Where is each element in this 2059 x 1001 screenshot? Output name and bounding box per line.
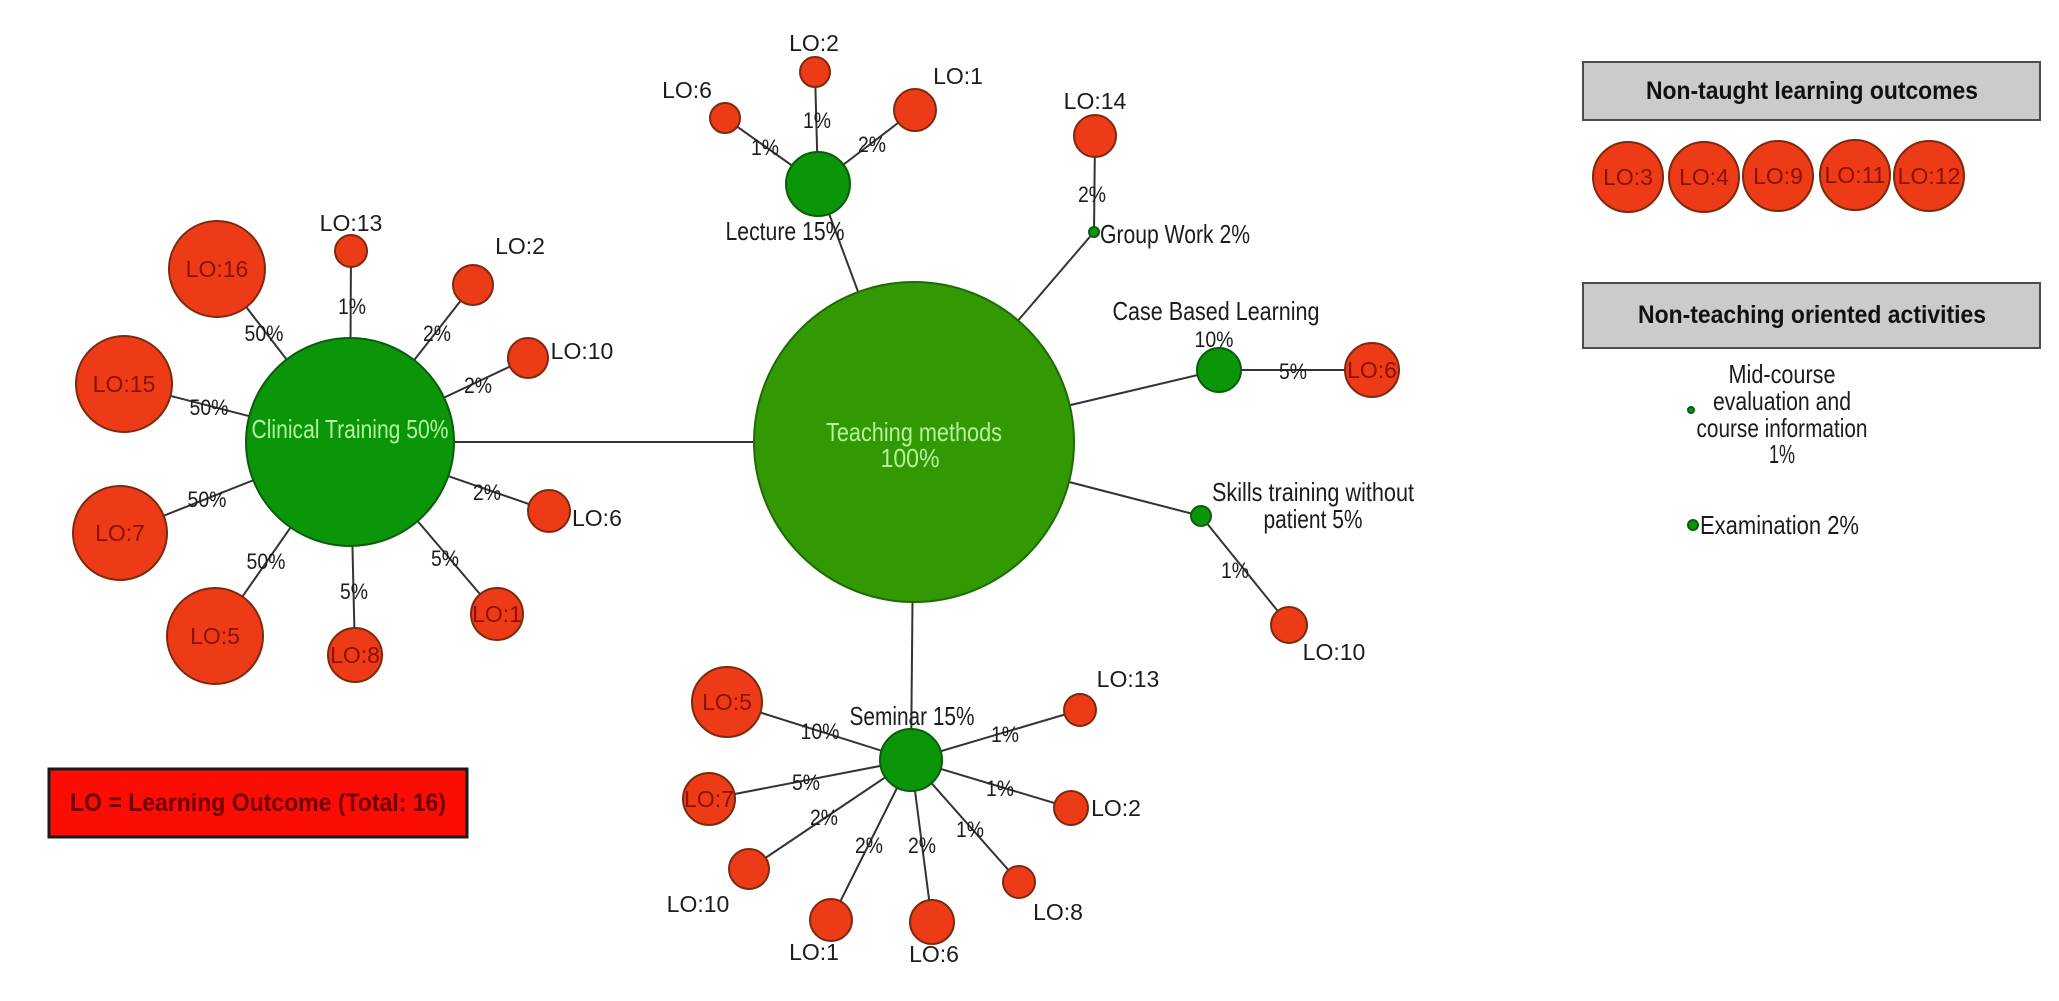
svg-text:2%: 2% bbox=[810, 805, 838, 830]
svg-text:100%: 100% bbox=[881, 443, 940, 473]
svg-text:1%: 1% bbox=[803, 108, 831, 133]
svg-text:Lecture 15%: Lecture 15% bbox=[726, 216, 845, 246]
svg-text:LO:10: LO:10 bbox=[551, 338, 614, 364]
svg-text:50%: 50% bbox=[190, 395, 229, 420]
svg-text:LO:15: LO:15 bbox=[93, 371, 156, 397]
svg-text:Mid-course: Mid-course bbox=[1729, 359, 1836, 389]
svg-text:LO:1: LO:1 bbox=[933, 63, 983, 89]
svg-text:LO:3: LO:3 bbox=[1603, 164, 1653, 190]
svg-text:5%: 5% bbox=[792, 770, 820, 795]
svg-text:Clinical Training 50%: Clinical Training 50% bbox=[252, 414, 449, 444]
svg-text:1%: 1% bbox=[986, 776, 1014, 801]
svg-text:50%: 50% bbox=[188, 487, 227, 512]
svg-text:LO:1: LO:1 bbox=[789, 939, 839, 965]
svg-text:LO:10: LO:10 bbox=[667, 891, 730, 917]
svg-text:LO:6: LO:6 bbox=[1347, 357, 1397, 383]
svg-text:LO:2: LO:2 bbox=[1091, 795, 1141, 821]
svg-text:10%: 10% bbox=[801, 719, 840, 744]
svg-text:LO:6: LO:6 bbox=[909, 941, 959, 967]
svg-text:1%: 1% bbox=[338, 294, 366, 319]
svg-text:LO:11: LO:11 bbox=[1825, 162, 1886, 188]
svg-text:LO:16: LO:16 bbox=[186, 256, 249, 282]
svg-text:LO:13: LO:13 bbox=[320, 210, 383, 236]
svg-text:LO:4: LO:4 bbox=[1679, 164, 1729, 190]
svg-text:LO = Learning Outcome (Total:: LO = Learning Outcome (Total: 16) bbox=[70, 789, 446, 817]
svg-text:10%: 10% bbox=[1195, 327, 1234, 352]
svg-text:Case Based Learning: Case Based Learning bbox=[1113, 296, 1320, 326]
svg-text:1%: 1% bbox=[1221, 558, 1249, 583]
svg-text:LO:5: LO:5 bbox=[190, 623, 240, 649]
svg-text:Teaching methods: Teaching methods bbox=[826, 417, 1002, 447]
svg-text:Non-taught learning outcomes: Non-taught learning outcomes bbox=[1646, 77, 1978, 105]
svg-text:1%: 1% bbox=[991, 722, 1019, 747]
svg-text:patient 5%: patient 5% bbox=[1264, 504, 1363, 534]
svg-text:5%: 5% bbox=[431, 546, 459, 571]
svg-text:2%: 2% bbox=[855, 833, 883, 858]
svg-text:2%: 2% bbox=[423, 321, 451, 346]
svg-text:LO:14: LO:14 bbox=[1064, 88, 1127, 114]
svg-text:LO:6: LO:6 bbox=[572, 505, 622, 531]
svg-text:2%: 2% bbox=[1078, 182, 1106, 207]
svg-text:LO:9: LO:9 bbox=[1753, 163, 1803, 189]
svg-text:LO:8: LO:8 bbox=[330, 642, 380, 668]
svg-text:LO:7: LO:7 bbox=[95, 520, 145, 546]
svg-text:1%: 1% bbox=[1769, 439, 1795, 469]
svg-text:50%: 50% bbox=[245, 321, 284, 346]
svg-text:LO:13: LO:13 bbox=[1097, 666, 1160, 692]
svg-text:LO:10: LO:10 bbox=[1303, 639, 1366, 665]
svg-text:LO:5: LO:5 bbox=[702, 689, 752, 715]
svg-text:LO:2: LO:2 bbox=[789, 30, 839, 56]
svg-text:evaluation and: evaluation and bbox=[1713, 386, 1851, 416]
svg-text:2%: 2% bbox=[464, 373, 492, 398]
svg-text:LO:2: LO:2 bbox=[495, 233, 545, 259]
svg-text:2%: 2% bbox=[473, 480, 501, 505]
svg-text:50%: 50% bbox=[247, 549, 286, 574]
svg-text:LO:1: LO:1 bbox=[472, 601, 522, 627]
svg-text:LO:7: LO:7 bbox=[684, 786, 734, 812]
svg-text:Examination 2%: Examination 2% bbox=[1700, 510, 1859, 540]
svg-text:course information: course information bbox=[1697, 413, 1868, 443]
svg-text:2%: 2% bbox=[908, 833, 936, 858]
svg-text:Group Work 2%: Group Work 2% bbox=[1100, 219, 1250, 249]
svg-text:LO:6: LO:6 bbox=[662, 77, 712, 103]
svg-text:Non-teaching oriented activiti: Non-teaching oriented activities bbox=[1638, 301, 1986, 329]
svg-text:LO:12: LO:12 bbox=[1898, 163, 1961, 189]
svg-text:5%: 5% bbox=[340, 579, 368, 604]
svg-text:Skills training without: Skills training without bbox=[1212, 477, 1415, 507]
svg-text:1%: 1% bbox=[956, 817, 984, 842]
svg-text:Seminar 15%: Seminar 15% bbox=[850, 701, 975, 731]
svg-text:1%: 1% bbox=[751, 135, 779, 160]
svg-text:5%: 5% bbox=[1279, 359, 1307, 384]
svg-text:2%: 2% bbox=[858, 132, 886, 157]
svg-text:LO:8: LO:8 bbox=[1033, 899, 1083, 925]
